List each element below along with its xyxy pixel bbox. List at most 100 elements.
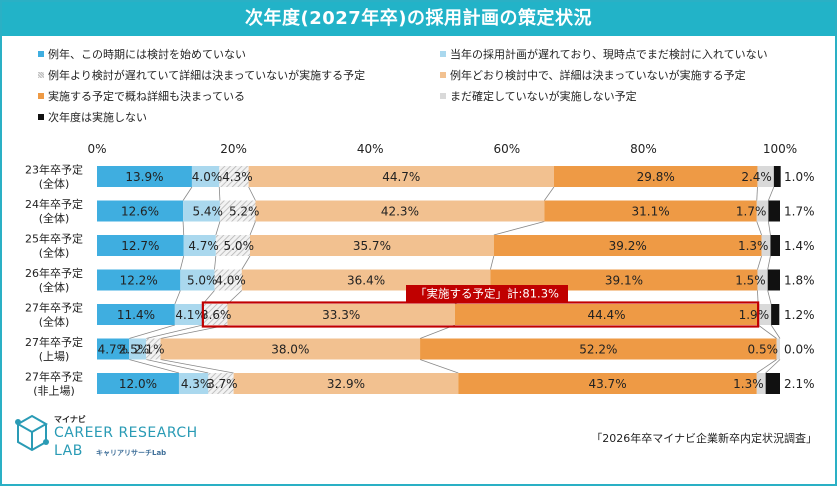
connector-line: [128, 324, 175, 339]
bar-segment: [758, 304, 772, 325]
value-label: 36.4%: [347, 274, 385, 288]
connector-line: [493, 221, 545, 236]
bar-segment: [773, 166, 781, 187]
legend-swatch-icon: [38, 72, 44, 78]
connector-line: [182, 221, 185, 236]
value-label: 13.9%: [125, 170, 163, 184]
bar-segment: [191, 166, 220, 187]
x-tick-label: 100%: [763, 142, 797, 156]
logo-tagline: キャリアリサーチLab: [96, 449, 167, 457]
category-label: 23年卒予定: [25, 163, 83, 177]
value-label: 1.7%: [736, 205, 767, 219]
value-label: 44.7%: [382, 170, 420, 184]
value-label: 2.1%: [784, 377, 815, 391]
bar-segment: [97, 269, 181, 291]
bar-segment: [757, 166, 774, 187]
value-label: 2.5%: [119, 343, 150, 357]
bar-segment: [249, 235, 494, 256]
connector-line: [214, 255, 217, 270]
category-label: (上場): [39, 350, 70, 363]
bar-segment: [214, 269, 242, 291]
legend-swatch-icon: [38, 114, 44, 120]
connector-line: [757, 255, 762, 270]
bar-segment: [160, 338, 421, 360]
x-tick-label: 40%: [357, 142, 384, 156]
value-label: 12.0%: [119, 377, 157, 391]
bar-segment: [180, 269, 215, 291]
value-label: 33.3%: [322, 308, 360, 322]
bar-segment: [768, 200, 780, 222]
bar-segment: [97, 200, 184, 222]
connector-line: [182, 186, 193, 201]
connector-line: [756, 359, 777, 374]
connector-line: [770, 324, 781, 339]
bar-segment: [458, 373, 757, 394]
connector-line: [128, 359, 180, 374]
annotation-label: 「実施する予定」計:81.3%: [415, 287, 559, 301]
connector-line: [215, 221, 221, 236]
connector-line: [249, 221, 256, 236]
value-label: 35.7%: [353, 239, 391, 253]
value-label: 2.1%: [134, 343, 165, 357]
x-tick-label: 80%: [630, 142, 657, 156]
bar-segment: [493, 235, 762, 256]
bar-segment: [219, 166, 249, 187]
logo-main-line2: LAB: [54, 443, 83, 459]
value-label: 1.9%: [739, 308, 770, 322]
legend-label: まだ確定していないが実施しない予定: [450, 90, 637, 103]
bar-segment: [767, 269, 780, 291]
connector-line: [179, 255, 185, 270]
value-label: 32.9%: [327, 377, 365, 391]
value-label: 11.4%: [117, 308, 155, 322]
x-tick-label: 0%: [87, 142, 106, 156]
bar-segment: [544, 200, 757, 222]
category-label: (全体): [39, 211, 70, 225]
category-label: (全体): [39, 177, 70, 191]
bar-segment: [146, 338, 161, 360]
value-label: 4.0%: [215, 274, 246, 288]
value-label: 42.3%: [381, 205, 419, 219]
bar-segment: [776, 338, 780, 360]
bar-segment: [248, 166, 554, 187]
career-research-lab-logo: [15, 414, 49, 452]
bar-segment: [202, 304, 228, 325]
connector-line: [490, 255, 495, 270]
connector-line: [765, 359, 781, 374]
category-label: (非上場): [33, 385, 75, 398]
bar-segment: [553, 166, 758, 187]
value-label: 31.1%: [632, 205, 670, 219]
connector-line: [756, 221, 762, 236]
connector-line: [757, 324, 777, 339]
bar-segment: [420, 338, 777, 360]
bar-segment: [757, 269, 768, 291]
value-label: 3.6%: [201, 308, 232, 322]
legend-swatch-icon: [38, 51, 44, 57]
bar-segment: [183, 235, 216, 256]
bar-segment: [227, 304, 455, 325]
category-label: 25年卒予定: [25, 232, 83, 246]
highlight-box: [201, 301, 760, 328]
value-label: 1.0%: [784, 170, 815, 184]
legend-swatch-icon: [38, 93, 44, 99]
connector-line: [248, 186, 256, 201]
connector-line: [218, 186, 221, 201]
connector-line: [241, 255, 251, 270]
value-label: 4.7%: [188, 239, 219, 253]
value-label: 12.2%: [120, 274, 158, 288]
legend-item-undecided-no: まだ確定していないが実施しない予定: [440, 88, 637, 104]
legend-item-none: 次年度は実施しない: [38, 109, 147, 125]
category-label: (全体): [39, 280, 70, 294]
bar-segment: [761, 235, 771, 256]
value-label: 29.8%: [637, 170, 675, 184]
category-label: 27年卒予定: [25, 335, 83, 349]
bar-segment: [178, 373, 209, 394]
value-label: 4.1%: [175, 308, 206, 322]
connector-line: [419, 359, 459, 374]
value-label: 43.7%: [588, 377, 626, 391]
bar-segment: [756, 200, 769, 222]
annotation-badge: [406, 285, 568, 302]
value-label: 0.5%: [748, 343, 779, 357]
connector-line: [756, 186, 758, 201]
